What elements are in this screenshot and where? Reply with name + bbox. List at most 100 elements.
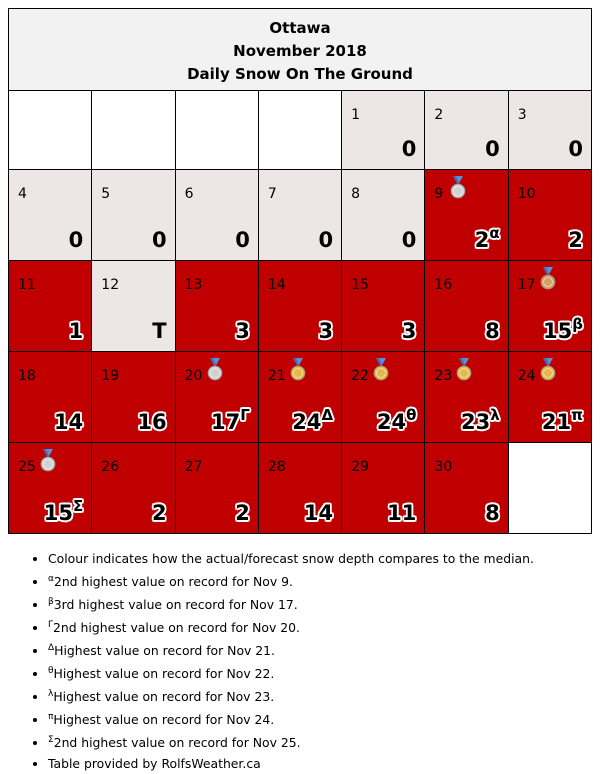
snow-depth-number: 8 [485, 319, 500, 343]
day-cell-9: 9 2α [424, 169, 509, 261]
snow-depth-number: 23 [460, 410, 491, 434]
snow-depth-value: 1 [69, 319, 84, 343]
day-cell-20: 20 17Γ [174, 351, 259, 443]
calendar-header: Ottawa November 2018 Daily Snow On The G… [8, 8, 592, 91]
snow-depth-value: 2 [568, 228, 583, 252]
footnote-item: Σ2nd highest value on record for Nov 25. [48, 730, 534, 753]
snow-calendar-table: Ottawa November 2018 Daily Snow On The G… [7, 8, 593, 534]
footnote-text: Colour indicates how the actual/forecast… [48, 551, 534, 566]
day-number: 9 [434, 186, 444, 202]
day-number: 8 [351, 186, 361, 202]
day-number: 28 [267, 459, 286, 475]
snow-depth-value: 8 [485, 319, 500, 343]
footnote-item: πHighest value on record for Nov 24. [48, 707, 534, 730]
snow-depth-number: 2 [568, 228, 583, 252]
snow-depth-value: 14 [304, 501, 333, 525]
day-number: 10 [517, 186, 536, 202]
snow-depth-value: 3 [235, 319, 250, 343]
snow-depth-value: 15Σ [44, 497, 83, 525]
footnote-text: Highest value on record for Nov 22. [53, 666, 275, 681]
snow-depth-value: 0 [568, 137, 583, 161]
day-number: 2 [434, 107, 444, 123]
snow-depth-value: 0 [485, 137, 500, 161]
day-cell-29: 29 11 [341, 442, 426, 534]
footnote-item: Table provided by RolfsWeather.ca [48, 753, 534, 774]
footnote-marker: Δ [48, 643, 55, 653]
footnote-text: Highest value on record for Nov 21. [54, 643, 276, 658]
day-number: 14 [267, 277, 286, 293]
day-number: 25 [18, 459, 36, 475]
day-cell-22: 22 24θ [341, 351, 426, 443]
city-title: Ottawa [269, 19, 331, 37]
record-footnote-marker: Γ [240, 406, 250, 424]
day-cell-24: 24 21π [507, 351, 593, 443]
footnote-item: ΔHighest value on record for Nov 21. [48, 638, 534, 661]
record-footnote-marker: Σ [73, 497, 84, 515]
snow-depth-value: 0 [319, 228, 334, 252]
day-number: 30 [434, 459, 453, 475]
footnote-item: Colour indicates how the actual/forecast… [48, 548, 534, 569]
day-cell-10: 10 2 [507, 169, 593, 261]
day-number: 11 [18, 277, 36, 293]
calendar-week-row: 11 1 12 T 13 3 14 3 15 3 16 8 17 15β [7, 260, 593, 352]
snow-depth-value: 14 [54, 410, 83, 434]
snow-depth-number: 2 [235, 501, 250, 525]
snow-depth-number: 14 [303, 501, 334, 525]
day-number: 27 [184, 459, 203, 475]
snow-depth-value: 3 [319, 319, 334, 343]
footnote-marker: θ [48, 666, 54, 676]
footnote-marker: π [48, 712, 54, 722]
snow-depth-value: 2 [152, 501, 167, 525]
record-footnote-marker: π [571, 406, 583, 424]
day-number: 4 [18, 186, 27, 202]
day-cell-21: 21 24Δ [257, 351, 343, 443]
day-number: 15 [351, 277, 369, 293]
record-footnote-marker: Δ [321, 406, 334, 424]
snow-depth-value: 23λ [461, 406, 500, 434]
gold-medal-icon [372, 358, 390, 382]
snow-depth-value: 15β [543, 315, 583, 343]
gold-medal-icon [289, 358, 307, 382]
day-cell-11: 11 1 [7, 260, 93, 352]
snow-depth-number: 1 [68, 319, 84, 343]
snow-depth-value: 8 [485, 501, 500, 525]
record-footnote-marker: λ [490, 406, 500, 424]
calendar-week-row: 25 15Σ 26 2 27 2 28 14 29 11 30 8 [7, 442, 593, 534]
day-number: 22 [351, 368, 369, 384]
bronze-medal-icon [539, 267, 557, 291]
day-cell-19: 19 16 [91, 351, 176, 443]
day-number: 19 [101, 368, 120, 384]
footnote-text: Highest value on record for Nov 23. [53, 689, 275, 704]
record-footnote-marker: β [572, 315, 583, 333]
day-number: 17 [517, 277, 536, 293]
snow-depth-number: 0 [68, 228, 84, 252]
snow-depth-value: 11 [387, 501, 416, 525]
footnote-text: 3rd highest value on record for Nov 17. [53, 597, 298, 612]
empty-day-cell [507, 442, 593, 534]
snow-depth-number: 0 [318, 228, 334, 252]
silver-medal-icon [39, 449, 57, 473]
record-footnote-marker: θ [406, 406, 417, 424]
day-number: 16 [434, 277, 453, 293]
snow-depth-value: 24θ [377, 406, 417, 434]
snow-depth-value: 21π [542, 406, 583, 434]
snow-depth-number: 16 [137, 410, 167, 434]
day-cell-28: 28 14 [257, 442, 343, 534]
gold-medal-icon [539, 358, 557, 382]
snow-depth-number: 8 [485, 501, 500, 525]
empty-day-cell [257, 90, 343, 170]
day-cell-13: 13 3 [174, 260, 259, 352]
empty-day-cell [7, 90, 93, 170]
snow-depth-number: 14 [54, 410, 84, 434]
snow-depth-number: 2 [474, 228, 490, 252]
footnote-text: Table provided by RolfsWeather.ca [48, 756, 261, 771]
snow-depth-value: 2 [235, 501, 250, 525]
